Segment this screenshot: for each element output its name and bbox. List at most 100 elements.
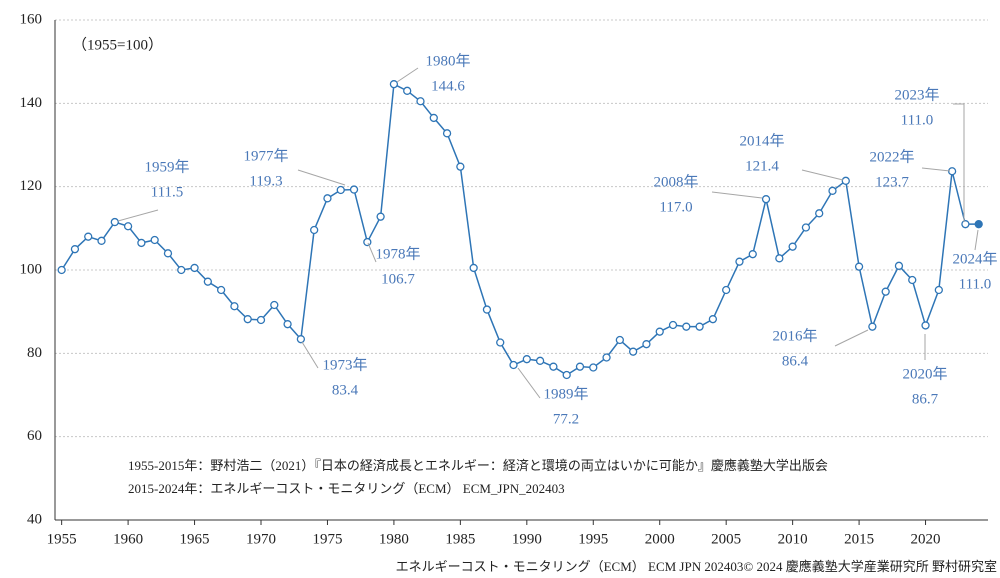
point [509,360,518,370]
point [841,176,850,185]
leader-line [921,167,951,172]
annotation-value: 123.7 [875,174,909,190]
note: 2015-2024年：エネルギーコスト・モニタリング（ECM） ECM_JPN_… [128,481,565,496]
leader-line [711,191,763,199]
point [349,185,359,194]
annotation-value: 144.6 [431,78,465,94]
x-tick-label: 2010 [778,531,808,547]
x-tick-label: 1995 [578,531,608,547]
annotation-label: 2022年 [869,148,914,165]
point [522,355,531,364]
point [482,305,492,314]
series-line [61,83,979,376]
point [974,220,983,229]
annotation-value: 83.4 [332,382,359,398]
point [894,261,904,270]
annotation-label: 2024年 [952,250,997,267]
point [230,302,239,311]
point [722,285,731,295]
point [868,322,877,331]
annotation-label: 1980年 [425,52,470,69]
point [695,322,704,331]
point [363,237,372,247]
point [389,80,399,89]
x-tick-label: 1965 [180,531,210,547]
point [655,327,664,336]
point [828,186,837,195]
point [788,242,797,251]
annotation-label: 2008年 [653,173,698,190]
x-tick-label: 1955 [47,531,77,547]
point [177,265,186,275]
annotation-value: 117.0 [659,199,692,215]
footer: エネルギーコスト・モニタリング（ECM） ECM JPN 202403© 202… [396,559,997,574]
annotation-value: 86.7 [912,391,939,407]
x-tick-label: 1975 [312,531,342,547]
y-tick-label: 120 [20,178,43,194]
point [110,217,119,227]
annotation-label: 1978年 [375,245,420,262]
annotation-label: 1973年 [322,356,367,373]
point [748,250,757,259]
annotation-value: 86.4 [782,353,809,369]
point [881,287,890,296]
x-tick-label: 1960 [113,531,143,547]
point [442,129,452,138]
point [270,300,279,310]
point [376,212,385,221]
leader-line [117,209,159,222]
point [336,185,345,195]
point [908,275,917,285]
y-tick-label: 100 [20,261,43,277]
point [562,370,571,380]
point [57,265,66,275]
point [775,254,784,263]
point [761,195,771,204]
x-tick-label: 1985 [445,531,475,547]
leader-line [396,67,419,83]
annotation-value: 111.5 [151,184,184,200]
point [615,335,625,345]
annotation-value: 111.0 [959,276,992,292]
leader-line [974,229,979,251]
x-tick-label: 2000 [645,531,675,547]
point [469,263,478,273]
annotation-value: 106.7 [381,271,415,287]
point [642,340,651,349]
point [243,315,252,324]
point [589,363,598,372]
point [403,86,412,95]
x-tick-label: 1970 [246,531,276,547]
x-tick-label: 1990 [512,531,542,547]
point [296,335,306,344]
point [97,236,106,245]
annotation-value: 119.3 [249,173,282,189]
leader-line [517,367,541,399]
point [429,113,438,123]
point [921,321,930,330]
annotation-value: 77.2 [553,411,579,427]
point [496,338,505,347]
y-tick-label: 140 [20,95,43,111]
leader-line [801,169,844,181]
point [456,162,465,171]
annotation-value: 121.4 [745,158,779,174]
point [602,353,611,362]
leader-line [834,329,869,347]
subtitle: （1955=100） [72,36,163,53]
point [682,322,691,331]
point [150,235,159,245]
y-tick-label: 80 [27,345,42,361]
point [854,262,864,271]
y-tick-label: 40 [27,511,42,527]
point [961,220,970,229]
leader-line [367,242,377,263]
point [549,362,558,371]
annotation-label: 2014年 [739,132,784,149]
annotation-label: 1989年 [543,385,588,402]
point [163,249,173,258]
annotation-label: 2016年 [772,327,817,344]
y-tick-label: 160 [20,11,43,27]
point [310,225,319,235]
